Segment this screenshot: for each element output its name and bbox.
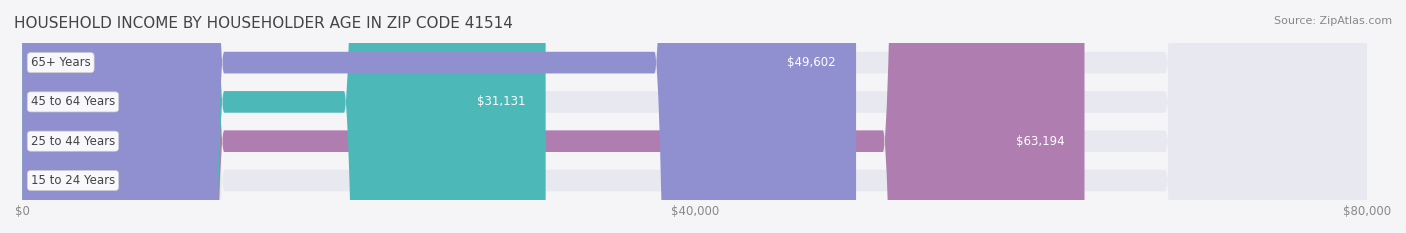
FancyBboxPatch shape xyxy=(22,0,1367,233)
Text: 65+ Years: 65+ Years xyxy=(31,56,90,69)
FancyBboxPatch shape xyxy=(22,0,1367,233)
Text: 25 to 44 Years: 25 to 44 Years xyxy=(31,135,115,148)
Text: 15 to 24 Years: 15 to 24 Years xyxy=(31,174,115,187)
FancyBboxPatch shape xyxy=(22,0,856,233)
FancyBboxPatch shape xyxy=(22,0,1367,233)
Text: Source: ZipAtlas.com: Source: ZipAtlas.com xyxy=(1274,16,1392,26)
Text: $49,602: $49,602 xyxy=(787,56,837,69)
FancyBboxPatch shape xyxy=(22,0,1367,233)
Text: HOUSEHOLD INCOME BY HOUSEHOLDER AGE IN ZIP CODE 41514: HOUSEHOLD INCOME BY HOUSEHOLDER AGE IN Z… xyxy=(14,16,513,31)
FancyBboxPatch shape xyxy=(22,0,546,233)
Text: $31,131: $31,131 xyxy=(477,95,526,108)
Text: $63,194: $63,194 xyxy=(1015,135,1064,148)
Text: 45 to 64 Years: 45 to 64 Years xyxy=(31,95,115,108)
FancyBboxPatch shape xyxy=(22,0,1084,233)
Text: $0: $0 xyxy=(56,174,70,187)
